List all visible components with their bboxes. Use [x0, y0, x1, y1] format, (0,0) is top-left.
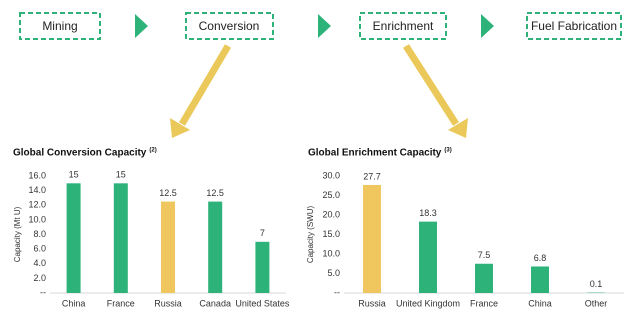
pointer-head — [448, 118, 468, 138]
bar — [363, 184, 381, 293]
step-box — [19, 12, 101, 40]
value-label: 12.5 — [206, 188, 224, 198]
value-label: 15 — [69, 170, 79, 180]
y-tick-label: 12.0 — [28, 200, 46, 210]
step-label: Fuel Fabrication — [531, 19, 617, 33]
x-tick-label: Russia — [154, 298, 182, 308]
flow-arrow — [135, 14, 148, 38]
bar — [208, 201, 223, 293]
step-label: Mining — [42, 19, 77, 33]
value-label: 18.3 — [419, 208, 437, 218]
title-note: (2) — [149, 148, 156, 154]
y-tick-label: -- — [334, 287, 340, 297]
pointer — [178, 44, 459, 126]
chart-title: Global Conversion Capacity — [13, 148, 147, 159]
y-tick-label: 2.0 — [33, 273, 46, 283]
y-axis-label: Capacity (Mt U) — [13, 206, 22, 262]
step-box — [526, 12, 622, 40]
value-label: 7.5 — [478, 250, 491, 260]
flow-arrow — [481, 14, 494, 38]
x-tick-label: United States — [235, 298, 290, 308]
bar — [475, 263, 493, 293]
flow — [19, 12, 622, 40]
value-label: 7 — [260, 228, 265, 238]
x-tick-label: France — [470, 298, 498, 308]
y-tick-label: 4.0 — [33, 258, 46, 268]
value-label: 12.5 — [159, 188, 177, 198]
y-tick-label: 15.0 — [322, 229, 340, 239]
bar — [113, 183, 128, 293]
step-box — [359, 12, 447, 40]
flow-arrow — [318, 14, 331, 38]
x-tick-label: United Kingdom — [396, 298, 460, 308]
y-tick-label: 25.0 — [322, 190, 340, 200]
x-tick-label: Canada — [199, 298, 231, 308]
y-tick-label: 20.0 — [322, 209, 340, 219]
bar — [66, 183, 81, 293]
y-tick-label: 16.0 — [28, 170, 46, 180]
bar — [419, 221, 437, 293]
bar — [161, 201, 175, 293]
pointer-head — [170, 118, 190, 138]
y-axis-label: Capacity (SWU) — [306, 205, 315, 263]
value-label: 0.1 — [590, 279, 603, 289]
title-note: (3) — [444, 148, 451, 154]
x-tick-label: China — [62, 298, 86, 308]
bar — [255, 241, 270, 293]
y-tick-label: -- — [40, 287, 46, 297]
value-label: 6.8 — [534, 253, 547, 263]
step-box — [185, 12, 274, 40]
y-tick-label: 5.0 — [327, 268, 340, 278]
y-tick-label: 10.0 — [28, 214, 46, 224]
chart-title: Global Enrichment Capacity — [308, 148, 442, 159]
x-tick-label: Other — [585, 298, 608, 308]
value-label: 27.7 — [363, 171, 381, 181]
step-label: Conversion — [199, 19, 260, 33]
step-label: Enrichment — [373, 19, 434, 33]
x-tick-label: Russia — [358, 298, 386, 308]
x-tick-label: China — [528, 298, 552, 308]
y-tick-label: 6.0 — [33, 244, 46, 254]
value-label: 15 — [116, 170, 126, 180]
y-tick-label: 14.0 — [28, 185, 46, 195]
bar — [531, 266, 549, 293]
y-tick-label: 10.0 — [322, 248, 340, 258]
y-tick-label: 8.0 — [33, 229, 46, 239]
x-tick-label: France — [107, 298, 135, 308]
y-tick-label: 30.0 — [322, 170, 340, 180]
